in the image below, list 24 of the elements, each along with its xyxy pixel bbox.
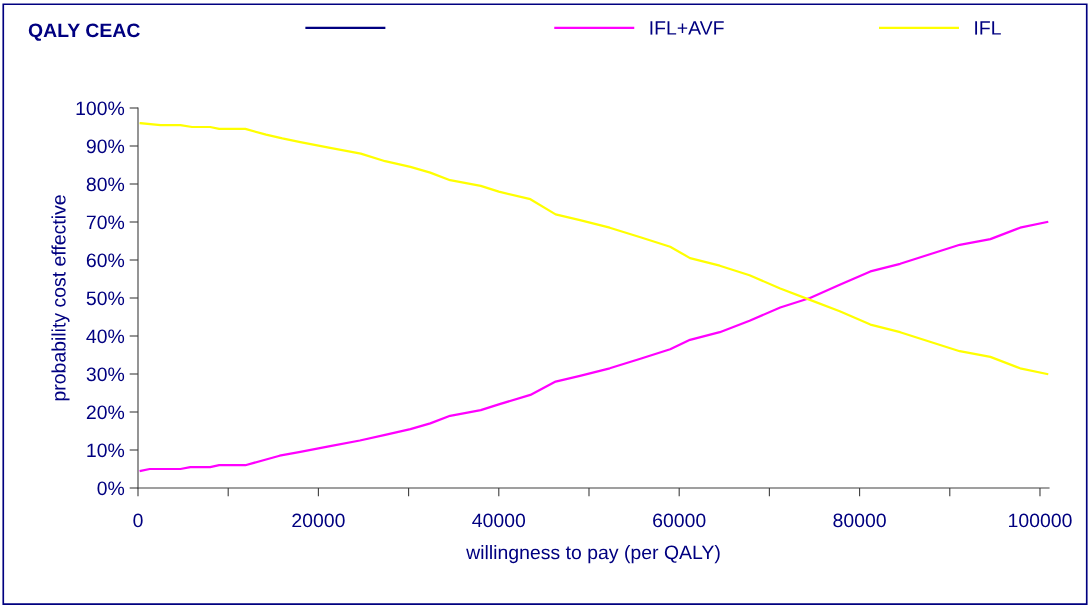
y-tick-label: 60% [86, 253, 125, 268]
y-tick-label: 20% [86, 405, 125, 420]
y-tick-label: 100% [76, 101, 125, 116]
line-series [139, 122, 1049, 376]
y-tick-label: 0% [97, 481, 125, 496]
x-axis-title: willingness to pay (per QALY) [466, 545, 720, 564]
x-tick-label: 80000 [833, 513, 886, 528]
x-tick-label: 0 [133, 513, 143, 528]
y-tick-label: 70% [86, 215, 125, 230]
legend-label: IFL [975, 21, 1001, 35]
y-tick-label: 10% [87, 443, 125, 458]
x-tick-label: 100000 [1009, 513, 1072, 528]
y-tick-label: 80% [86, 177, 125, 192]
x-tick-label: 60000 [653, 513, 706, 528]
legend-label: IFL+AVF [650, 21, 724, 35]
y-tick-label: 40% [86, 329, 125, 344]
y-tick-label: 50% [86, 291, 125, 306]
x-tick-label: 20000 [292, 513, 345, 528]
line-series [139, 220, 1049, 473]
x-tick-label: 40000 [472, 513, 526, 528]
y-tick-label: 30% [86, 367, 125, 382]
chart-title: QALY CEAC [28, 23, 140, 41]
y-tick-label: 90% [86, 139, 125, 154]
y-axis-title: probability cost effective [51, 195, 70, 401]
